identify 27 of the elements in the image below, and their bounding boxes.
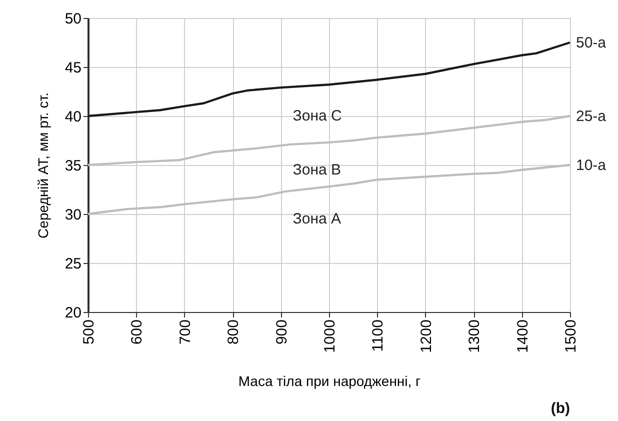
series-label: 10-а bbox=[576, 157, 607, 174]
x-tick-label: 1000 bbox=[322, 320, 338, 353]
x-tick-label: 600 bbox=[128, 320, 146, 345]
x-tick-label: 1300 bbox=[466, 320, 484, 353]
y-tick-label: 25 bbox=[64, 256, 82, 272]
x-tick-label: 1200 bbox=[418, 320, 435, 353]
annotation: Зона C bbox=[292, 107, 342, 124]
y-tick-label: 40 bbox=[64, 108, 82, 126]
y-tick-label: 20 bbox=[64, 304, 82, 322]
y-tick-label: 50 bbox=[64, 10, 82, 28]
x-tick-label: 900 bbox=[273, 320, 290, 345]
annotation: Зона B bbox=[292, 161, 342, 178]
x-tick-label: 700 bbox=[176, 320, 194, 345]
x-axis-title: Маса тіла при народженні, г bbox=[238, 372, 421, 389]
series-label: 25-а bbox=[576, 108, 607, 125]
text: (b) bbox=[550, 400, 570, 417]
y-tick-label: 30 bbox=[64, 206, 82, 224]
annotation: Зона A bbox=[292, 210, 342, 228]
x-tick-label: 1500 bbox=[562, 320, 580, 353]
y-axis-title: Середній АТ, мм рт. ст. bbox=[34, 92, 51, 238]
y-tick-label: 45 bbox=[64, 60, 82, 76]
x-tick-label: 1400 bbox=[514, 320, 532, 353]
y-tick-label: 35 bbox=[64, 158, 82, 174]
series-label: 50-а bbox=[576, 34, 607, 52]
x-tick-label: 500 bbox=[80, 320, 98, 345]
x-tick-label: 800 bbox=[225, 320, 242, 345]
x-tick-label: 1100 bbox=[370, 320, 387, 352]
